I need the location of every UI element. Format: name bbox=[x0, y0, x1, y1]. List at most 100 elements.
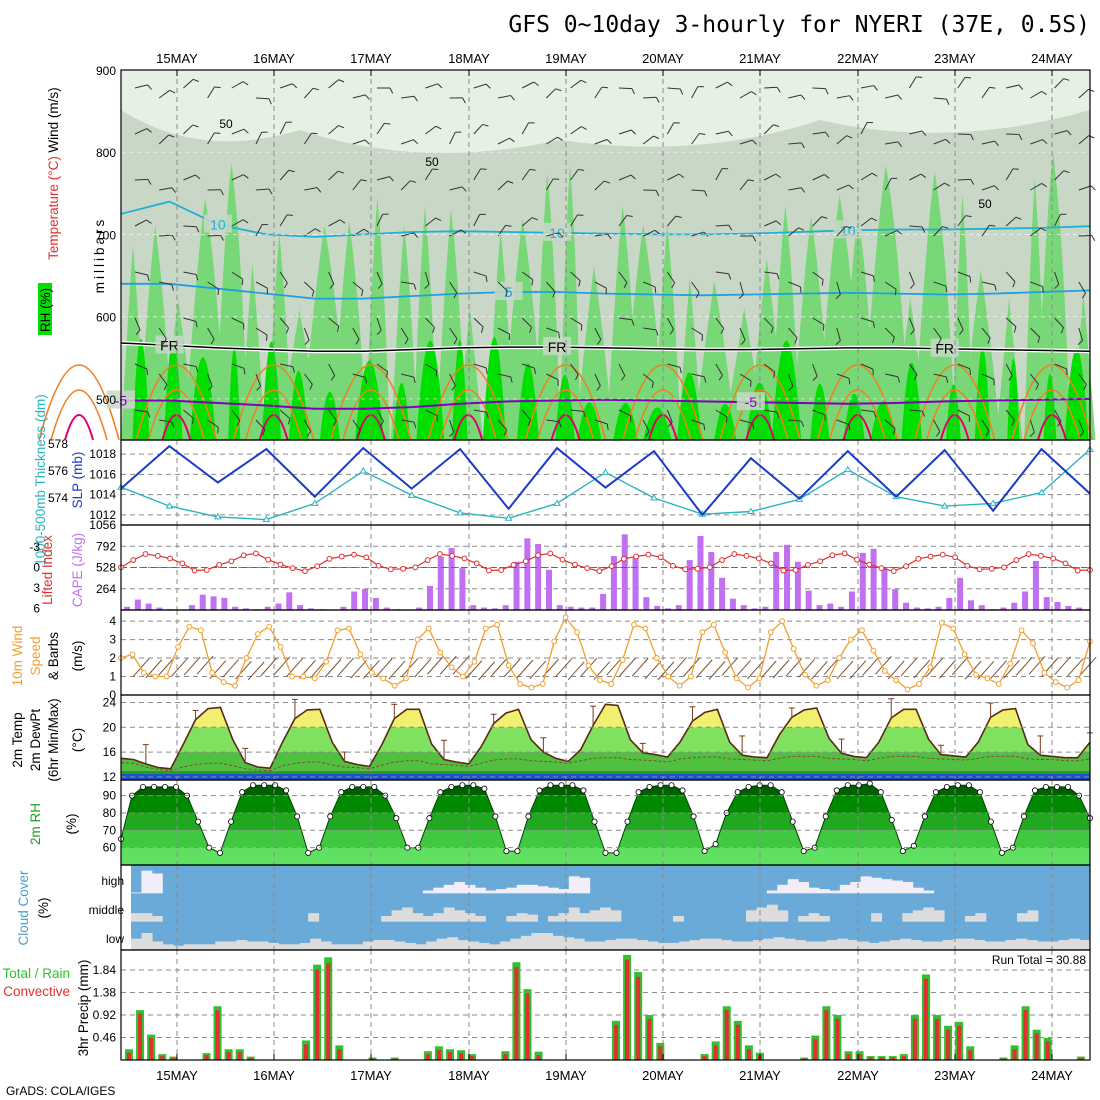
date-label-bottom: 20MAY bbox=[642, 1068, 684, 1083]
wind-barb-flag bbox=[435, 125, 442, 130]
wind-speed-point bbox=[665, 673, 672, 680]
wind-speed-point bbox=[197, 627, 204, 634]
precip-convective-bar bbox=[879, 1057, 884, 1060]
cloud-middle-bar bbox=[464, 913, 476, 922]
cloud-low-bar bbox=[626, 938, 638, 950]
cloud-panel: high middle low Cloud Cover (%) bbox=[16, 865, 1091, 950]
temp-contour-20 bbox=[634, 389, 692, 441]
wind-barb bbox=[546, 136, 558, 145]
wind-barb bbox=[1054, 317, 1064, 328]
wind-barb-flag bbox=[214, 86, 221, 89]
wind-barb bbox=[1030, 227, 1042, 237]
wind10m-barb bbox=[875, 656, 892, 675]
li-tick-label: -3 bbox=[29, 540, 40, 554]
cloud-low-bar bbox=[615, 938, 627, 950]
thickness-tick-label: 574 bbox=[48, 491, 68, 505]
rh-point bbox=[470, 782, 477, 789]
wind-barb-flag bbox=[169, 89, 176, 94]
precip-convective-bar bbox=[304, 1044, 309, 1060]
temp-contour-20 bbox=[342, 389, 400, 441]
wind-barb bbox=[860, 85, 874, 89]
wind10m-barb bbox=[567, 661, 585, 681]
wind-speed-point bbox=[847, 636, 854, 643]
thickness-point bbox=[165, 502, 174, 509]
wind-barb bbox=[666, 271, 676, 284]
cape-bar bbox=[1076, 607, 1083, 610]
wind-barb-flag bbox=[994, 140, 999, 146]
cape-bar bbox=[470, 605, 477, 610]
rh-point bbox=[536, 787, 543, 794]
wind-barb-flag bbox=[921, 130, 927, 136]
wind-barb bbox=[691, 231, 705, 237]
li-point bbox=[424, 557, 431, 563]
cloud-low-bar bbox=[383, 940, 395, 950]
wind-barb bbox=[715, 409, 728, 418]
wind-barb bbox=[957, 215, 967, 227]
wind-barb bbox=[618, 271, 628, 283]
wind-barb bbox=[836, 135, 848, 145]
li-tick-label: 3 bbox=[33, 581, 40, 595]
wind-barb-flag bbox=[607, 233, 612, 240]
li-point bbox=[486, 567, 492, 574]
wind-barb-flag bbox=[578, 280, 581, 287]
wind-barb-flag bbox=[311, 132, 318, 135]
wind-barb-flag bbox=[268, 98, 272, 105]
temp2m-ylabel-2: 2m DewPt bbox=[28, 709, 43, 772]
rh-point bbox=[712, 841, 719, 848]
precip-convective-bar bbox=[658, 1046, 663, 1060]
wind-barb-flag bbox=[897, 94, 903, 100]
cape-bar bbox=[264, 606, 271, 610]
li-point bbox=[314, 563, 321, 570]
panel-frames bbox=[120, 69, 1091, 1061]
wind-barb bbox=[207, 281, 219, 290]
wind-barb-flag bbox=[1008, 375, 1013, 381]
wind-barb bbox=[1005, 168, 1014, 181]
thickness-point bbox=[262, 515, 271, 523]
wind-barb bbox=[812, 87, 826, 90]
cape-li-panel: 1056 792 528 264 -3 0 3 6 Lifted Index CAPE (J/… bbox=[29, 518, 1093, 616]
cloud-high-bar bbox=[537, 886, 549, 894]
wind-barb bbox=[522, 363, 535, 369]
wind-barb-flag bbox=[752, 235, 757, 242]
cape-bar bbox=[481, 607, 488, 610]
temp-contour-15 bbox=[135, 364, 218, 441]
wind-barb-flag bbox=[695, 292, 700, 299]
wind-barb bbox=[666, 409, 673, 423]
cloud-high-bar bbox=[881, 879, 893, 894]
rh-saturated-plume bbox=[676, 372, 702, 440]
wind-barb bbox=[183, 317, 197, 322]
wind-barb bbox=[376, 123, 385, 135]
wind-barb-flag bbox=[361, 290, 364, 297]
cloud-low-bar bbox=[289, 944, 301, 950]
precip-convective-bar bbox=[248, 1058, 253, 1060]
cloud-middle-bar bbox=[568, 907, 580, 922]
cloud-level-high: high bbox=[101, 874, 124, 888]
wind-barb bbox=[328, 170, 339, 181]
precip-convective-bar bbox=[735, 1024, 740, 1060]
cloud-low-bar bbox=[1079, 940, 1091, 950]
wind-barb-flag bbox=[376, 329, 382, 335]
temperature-legend-label: Temperature (°C) bbox=[46, 156, 61, 260]
wind-speed-point bbox=[209, 669, 216, 676]
wind-barb-flag bbox=[776, 273, 780, 280]
precip-convective-bar bbox=[171, 1058, 176, 1060]
wind-barb bbox=[618, 129, 632, 135]
cloud-low-bar bbox=[984, 941, 996, 950]
rh-saturated-plume bbox=[452, 340, 468, 440]
cloud-low-bar bbox=[636, 940, 648, 950]
li-point bbox=[878, 565, 885, 572]
cloud-low-bar bbox=[204, 944, 216, 950]
wind10m-barb bbox=[631, 657, 649, 677]
wind-barb-flag bbox=[207, 385, 213, 391]
wind-barb bbox=[763, 173, 776, 181]
wind-barb bbox=[618, 317, 632, 321]
rh-point bbox=[602, 849, 609, 856]
cape-bar bbox=[286, 592, 293, 610]
pressure-tick-label: 900 bbox=[96, 64, 116, 78]
wind10m-barb bbox=[388, 660, 406, 680]
cloud-high-bar bbox=[871, 877, 883, 894]
date-label-bottom: 19MAY bbox=[545, 1068, 587, 1083]
rh-point bbox=[360, 783, 367, 790]
rh-tick-label: 80 bbox=[103, 806, 117, 820]
wind-barb bbox=[981, 140, 995, 145]
